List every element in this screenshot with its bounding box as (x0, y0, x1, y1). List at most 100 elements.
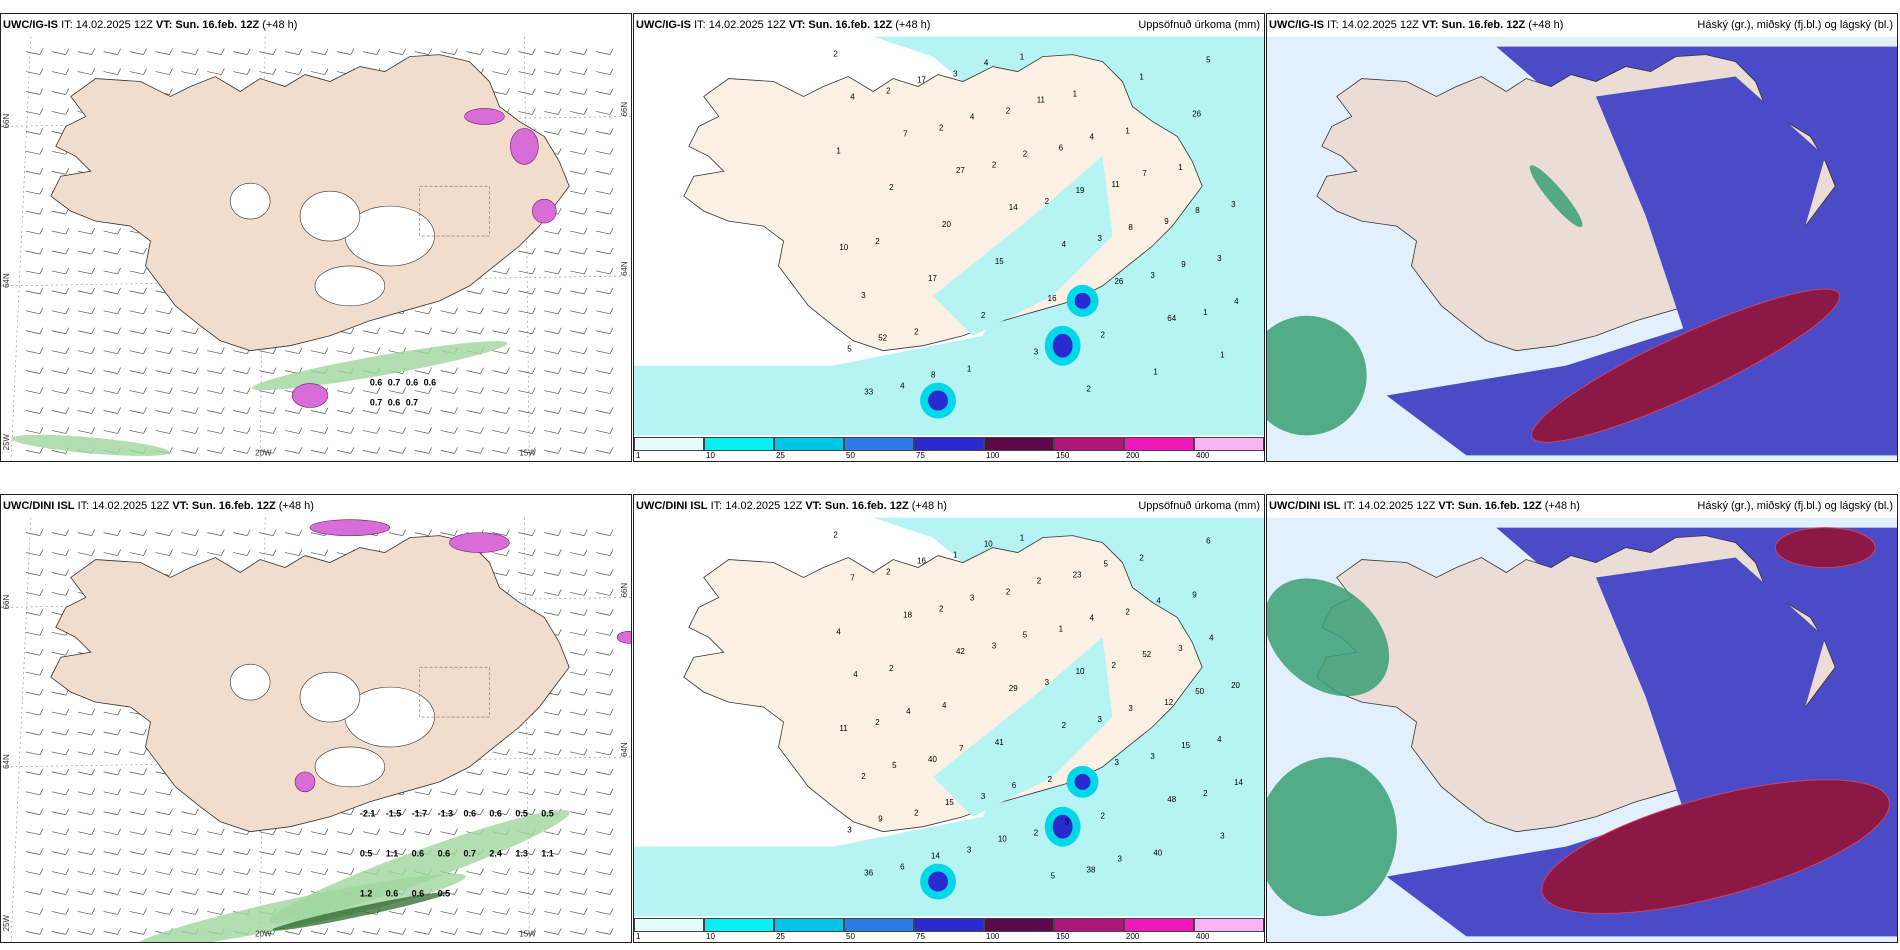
precip-value: 20 (1231, 681, 1240, 690)
colorbar-cell (984, 918, 1054, 932)
precip-value: 14 (1234, 778, 1243, 787)
gust-value: -1.3 (438, 809, 453, 819)
precip-peak (1074, 292, 1091, 309)
gust-value: 0.6 (412, 888, 424, 898)
hatch-area (419, 185, 490, 237)
model-name: UWC/DINI ISL (1269, 500, 1341, 512)
strong-gust-area (616, 631, 631, 644)
precip-value: 3 (1128, 704, 1133, 713)
precip-value: 26 (1114, 277, 1123, 286)
colorbar-label: 25 (776, 932, 785, 941)
precip-value: 2 (889, 183, 894, 192)
precip-value: 1 (1139, 73, 1144, 82)
precip-value: 4 (1209, 633, 1214, 642)
high-cloud (1267, 757, 1397, 917)
map-panel-4: UWC/DINI ISL IT: 14.02.2025 12Z VT: Sun.… (0, 494, 632, 943)
map-svg: 2222233154326119332111113217232126122015… (634, 36, 1264, 461)
precip-value: 3 (1034, 348, 1039, 357)
colorbar-cell (914, 437, 984, 451)
lon-label-25w: 25W (2, 433, 11, 450)
lat-label-66n: 66N (2, 595, 11, 610)
high-cloud (1267, 315, 1367, 436)
precip-value: 42 (956, 647, 965, 656)
precip-value: 1 (967, 365, 972, 374)
colorbar-cell (774, 437, 844, 451)
panel-field-title: Uppsöfnuð úrkoma (mm) (1138, 500, 1260, 512)
precip-value: 3 (981, 792, 986, 801)
precip-value: 3 (1217, 254, 1222, 263)
panel-header: UWC/IG-IS IT: 14.02.2025 12Z VT: Sun. 16… (1, 14, 631, 36)
mid-cloud (1531, 288, 1841, 443)
precip-value: 3 (1150, 271, 1155, 280)
precip-value: 1 (1125, 126, 1130, 135)
it-label: IT: (1327, 19, 1342, 31)
lead-time: (+48 h) (1528, 19, 1564, 31)
panel-field-title: Háský (gr.), miðský (fj.bl.) og lágský (… (1697, 19, 1893, 31)
gust-value: 0.5 (541, 809, 553, 819)
precip-value: 2 (875, 718, 880, 727)
precip-value: 27 (956, 166, 965, 175)
colorbar-label: 400 (1196, 451, 1210, 460)
colorbar-cell (914, 918, 984, 932)
low-cloud-land (1595, 76, 1826, 336)
low-cloud-land (1595, 557, 1826, 817)
it-value: 14.02.2025 12Z (1341, 19, 1422, 31)
precip-value: 1 (1073, 89, 1078, 98)
precip-value: 3 (1150, 752, 1155, 761)
gust-value: 2.4 (489, 849, 501, 859)
it-label: IT: (1343, 500, 1359, 512)
precip-value: 36 (864, 869, 873, 878)
precip-value: 1 (1153, 368, 1158, 377)
colorbar-cell (1124, 437, 1194, 451)
map-svg: 2223333236121212422312323202403238294244… (634, 517, 1264, 942)
mid-cloud (1541, 779, 1890, 915)
precip-value: 16 (917, 557, 926, 566)
precip-value: 52 (1142, 650, 1151, 659)
precip-value: 64 (1167, 314, 1176, 323)
precip-value: 23 (1073, 570, 1082, 579)
glacier (229, 663, 271, 701)
colorbar-cell (704, 437, 774, 451)
precip-value: 9 (1181, 260, 1186, 269)
colorbar-label: 25 (776, 451, 785, 460)
glacier (229, 182, 271, 220)
wind-gust-area (134, 873, 466, 942)
it-value: 14.02.2025 12Z (725, 500, 806, 512)
precip-peak (928, 871, 949, 892)
precip-value: 2 (1101, 812, 1106, 821)
precip-value: 10 (998, 835, 1007, 844)
precip-value: 4 (1217, 735, 1222, 744)
precip-value: 17 (917, 76, 926, 85)
precip-value: 5 (847, 345, 852, 354)
precip-value: 2 (939, 604, 944, 613)
vt-value: Sun. 16.feb. 12Z (175, 19, 263, 31)
map-svg (1267, 517, 1897, 942)
colorbar-cell (634, 918, 704, 932)
precip-value: 17 (928, 274, 937, 283)
precip-value: 6 (1206, 537, 1211, 546)
precip-colorbar: 1 10 25 50 75 100 150 200 400 (634, 918, 1264, 942)
precip-value: 33 (864, 388, 873, 397)
colorbar-label: 150 (1056, 451, 1070, 460)
map-panel-1: UWC/IG-IS IT: 14.02.2025 12Z VT: Sun. 16… (0, 13, 632, 462)
gust-value: -1.5 (386, 809, 401, 819)
it-value: 14.02.2025 12Z (75, 19, 156, 31)
precip-value: 2 (1139, 554, 1144, 563)
precip-value: 2 (1023, 149, 1028, 158)
wind-gust-area (252, 341, 508, 391)
high-cloud (1267, 578, 1390, 697)
glacier (314, 265, 386, 307)
lead-time: (+48 h) (1544, 500, 1580, 512)
precip-value: 5 (892, 761, 897, 770)
it-label: IT: (61, 19, 76, 31)
precip-value: 2 (1006, 587, 1011, 596)
colorbar-label: 50 (846, 451, 855, 460)
precip-value: 14 (1009, 203, 1018, 212)
precip-value: 11 (1037, 95, 1046, 104)
precip-value: 3 (953, 70, 958, 79)
colorbar-label: 75 (916, 932, 925, 941)
vt-label: VT: (1421, 19, 1442, 31)
precip-value: 3 (1114, 758, 1119, 767)
precip-value: 2 (914, 328, 919, 337)
precip-value: 3 (1098, 715, 1103, 724)
